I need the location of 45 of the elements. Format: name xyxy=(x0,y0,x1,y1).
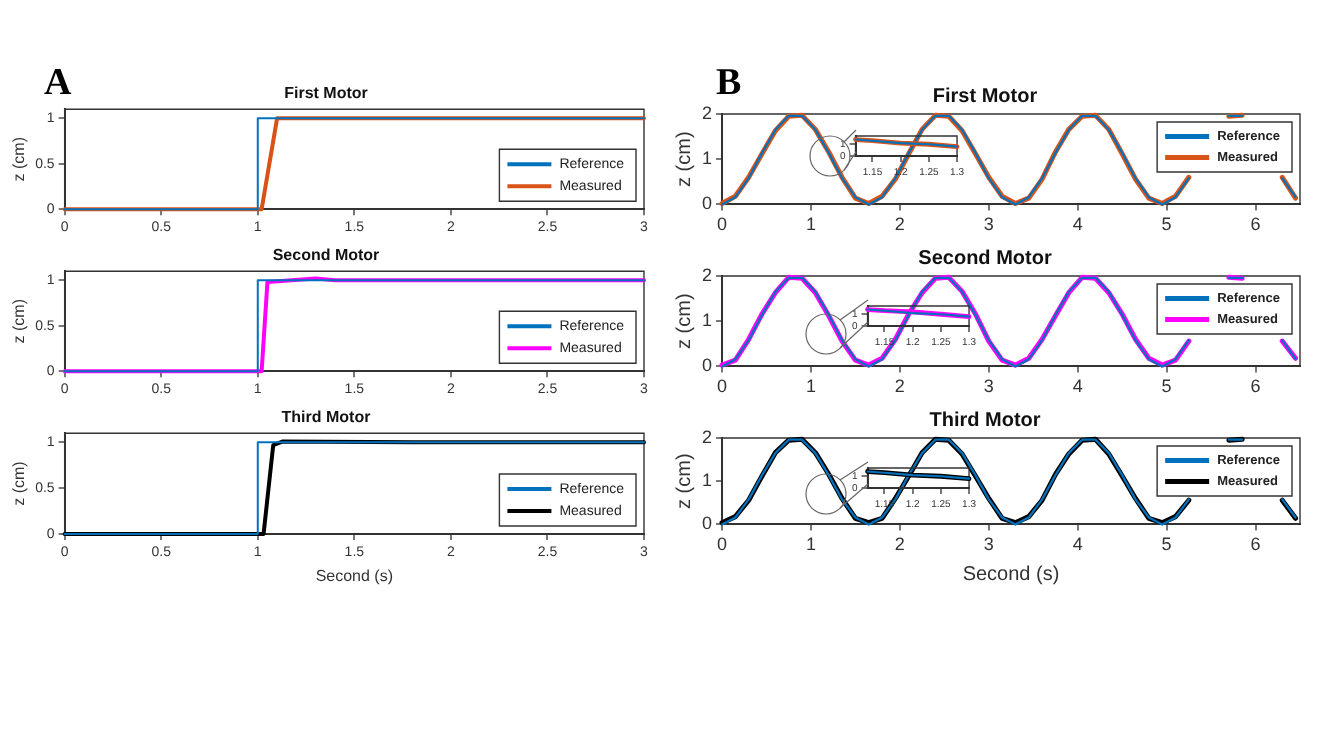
x-tick-label: 1 xyxy=(805,534,816,555)
y-axis-title: z (cm) xyxy=(673,293,696,349)
text: B xyxy=(716,62,742,104)
y-axis-title: z (cm) xyxy=(10,136,29,182)
x-tick-label: 1 xyxy=(805,376,816,397)
x-tick-label: 3 xyxy=(983,214,994,235)
chart-title: First Motor xyxy=(284,84,368,103)
x-tick-label: 4 xyxy=(1072,376,1083,397)
y-tick-label: 0 xyxy=(701,513,713,534)
x-tick-label: 0 xyxy=(717,214,728,235)
y-tick-label: 1 xyxy=(701,310,713,331)
y-tick-label: 1 xyxy=(701,470,713,491)
x-tick-label: 4 xyxy=(1072,534,1083,555)
x-tick-label: 0 xyxy=(717,534,728,555)
y-axis-title: z (cm) xyxy=(10,460,29,506)
y-tick-label: 0 xyxy=(701,355,713,376)
y-tick-label: 0 xyxy=(701,193,713,214)
x-axis-title: Second (s) xyxy=(962,563,1060,586)
x-tick-label: 6 xyxy=(1250,534,1261,555)
x-axis-title: Second (s) xyxy=(315,566,394,585)
x-tick-label: 5 xyxy=(1161,376,1172,397)
chart-title: First Motor xyxy=(932,85,1038,108)
chart-title: Third Motor xyxy=(281,408,371,427)
x-tick-label: 1 xyxy=(805,214,816,235)
text: A xyxy=(44,62,72,104)
chart-title: Third Motor xyxy=(929,409,1041,432)
x-tick-label: 6 xyxy=(1250,214,1261,235)
x-tick-label: 2 xyxy=(894,214,905,235)
x-tick-label: 2 xyxy=(894,534,905,555)
x-tick-label: 5 xyxy=(1161,534,1172,555)
y-tick-label: 2 xyxy=(701,102,713,123)
chart-title: Second Motor xyxy=(918,247,1052,270)
x-tick-label: 5 xyxy=(1161,214,1172,235)
y-axis-title: z (cm) xyxy=(10,298,29,344)
x-tick-label: 3 xyxy=(983,376,994,397)
x-tick-label: 0 xyxy=(717,376,728,397)
x-tick-label: 4 xyxy=(1072,214,1083,235)
x-tick-label: 2 xyxy=(894,376,905,397)
x-tick-label: 3 xyxy=(983,534,994,555)
chart-title: Second Motor xyxy=(272,246,380,265)
y-tick-label: 2 xyxy=(701,264,713,285)
y-axis-title: z (cm) xyxy=(673,131,696,187)
x-tick-label: 6 xyxy=(1250,376,1261,397)
y-tick-label: 2 xyxy=(701,426,713,447)
y-axis-title: z (cm) xyxy=(673,453,696,509)
